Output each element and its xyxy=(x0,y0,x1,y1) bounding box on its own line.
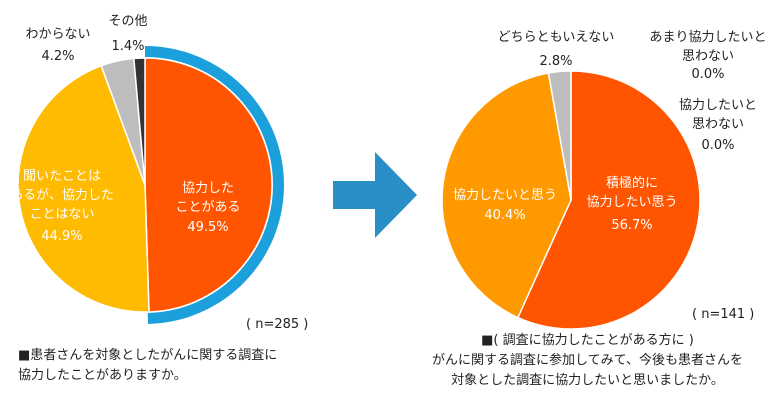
pie2-value-4: 0.0% xyxy=(701,138,734,153)
pie1-value-1: 49.5% xyxy=(187,220,228,235)
pie-chart-future-intent: 積極的に協力したい思う 56.7% 協力したいと思う 40.4% どちらともいえない 2.… xyxy=(441,30,767,330)
sample-size-1: ( n=285 ) xyxy=(246,317,309,332)
pie1-slice-1 xyxy=(144,57,273,313)
pie1-slice-4 xyxy=(133,57,146,186)
question-2-line-2: がんに関する調査に参加してみて、今後も患者さんを xyxy=(432,353,743,368)
pie1-label-1: 協力したことがある xyxy=(175,181,240,215)
question-1-line-2: 協力したことがありますか。 xyxy=(18,368,187,383)
pie2-label-2: 協力したいと思う xyxy=(453,188,557,203)
arrow-icon xyxy=(333,152,417,238)
pie2-value-1: 56.7% xyxy=(611,218,652,233)
pie2-label-3: どちらともいえない xyxy=(498,30,615,45)
question-1-line-1: ■患者さんを対象としたがんに関する調査に xyxy=(18,348,278,363)
pie2-label-5: あまり協力したいと思わない xyxy=(649,30,766,64)
question-2-line-3: 対象とした調査に協力したいと思いましたか。 xyxy=(451,373,724,388)
pie1-label-2: 聞いたことはあるが、協力したことはない xyxy=(10,169,114,222)
question-2-line-1: ■( 調査に協力したことがある方に ) xyxy=(481,333,694,348)
pie-chart-participation: 協力したことがある 49.5% 聞いたことはあるが、協力したことはない 44.9% わか… xyxy=(10,14,285,324)
question-1: ■患者さんを対象としたがんに関する調査に 協力したことがありますか。 xyxy=(18,346,348,386)
pie2-slice-3 xyxy=(547,70,572,201)
pie1-label-3: わからない xyxy=(25,27,90,42)
pie1-value-4: 1.4% xyxy=(111,39,144,54)
sample-size-2: ( n=141 ) xyxy=(692,307,755,322)
question-2: ■( 調査に協力したことがある方に ) がんに関する調査に参加してみて、今後も患… xyxy=(405,331,770,391)
pie2-value-5: 0.0% xyxy=(691,67,724,82)
pie1-value-3: 4.2% xyxy=(41,49,74,64)
pie2-slice-2 xyxy=(441,72,572,319)
pie1-value-2: 44.9% xyxy=(41,229,82,244)
pie2-label-4: 協力したいと思わない xyxy=(679,98,757,132)
pie2-value-2: 40.4% xyxy=(484,208,525,223)
pie1-label-4: その他 xyxy=(108,14,147,29)
pie2-value-3: 2.8% xyxy=(539,54,572,69)
pie1-slice-2 xyxy=(17,64,150,313)
pie2-slice-1 xyxy=(516,70,701,330)
pie2-label-1: 積極的に協力したい思う xyxy=(586,175,677,210)
